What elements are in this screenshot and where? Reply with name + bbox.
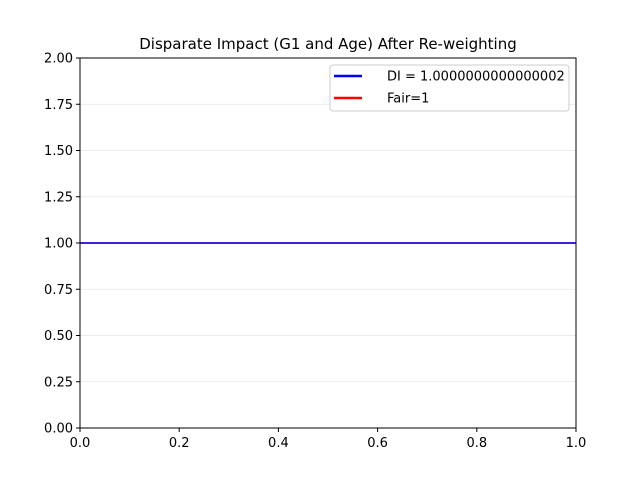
y-tick-label: 1.25 xyxy=(44,190,73,205)
chart-title: Disparate Impact (G1 and Age) After Re-w… xyxy=(139,35,516,53)
legend: DI = 1.0000000000000002 Fair=1 xyxy=(329,64,570,112)
y-tick-label: 1.50 xyxy=(44,144,73,159)
x-tick-label: 0.2 xyxy=(169,436,190,451)
x-tick-label: 1.0 xyxy=(566,436,587,451)
x-tick-label: 0.4 xyxy=(268,436,289,451)
y-tick-label: 0.00 xyxy=(44,422,73,437)
y-tick-label: 2.00 xyxy=(44,52,73,67)
y-tick-label: 0.75 xyxy=(44,283,73,298)
x-tick-label: 0.6 xyxy=(367,436,388,451)
y-tick-label: 1.00 xyxy=(44,237,73,252)
x-axis: 0.0 0.2 0.4 0.6 0.8 1.0 xyxy=(70,428,587,451)
y-axis: 0.00 0.25 0.50 0.75 1.00 1.25 1.50 1.75 2.00 xyxy=(44,52,80,437)
y-tick-label: 1.75 xyxy=(44,98,73,113)
x-tick-label: 0.0 xyxy=(70,436,91,451)
y-tick-label: 0.25 xyxy=(44,375,73,390)
y-tick-label: 0.50 xyxy=(44,329,73,344)
legend-box xyxy=(329,64,570,112)
legend-label-0: DI = 1.0000000000000002 xyxy=(387,70,565,85)
x-tick-label: 0.8 xyxy=(466,436,487,451)
legend-label-1: Fair=1 xyxy=(387,92,429,107)
